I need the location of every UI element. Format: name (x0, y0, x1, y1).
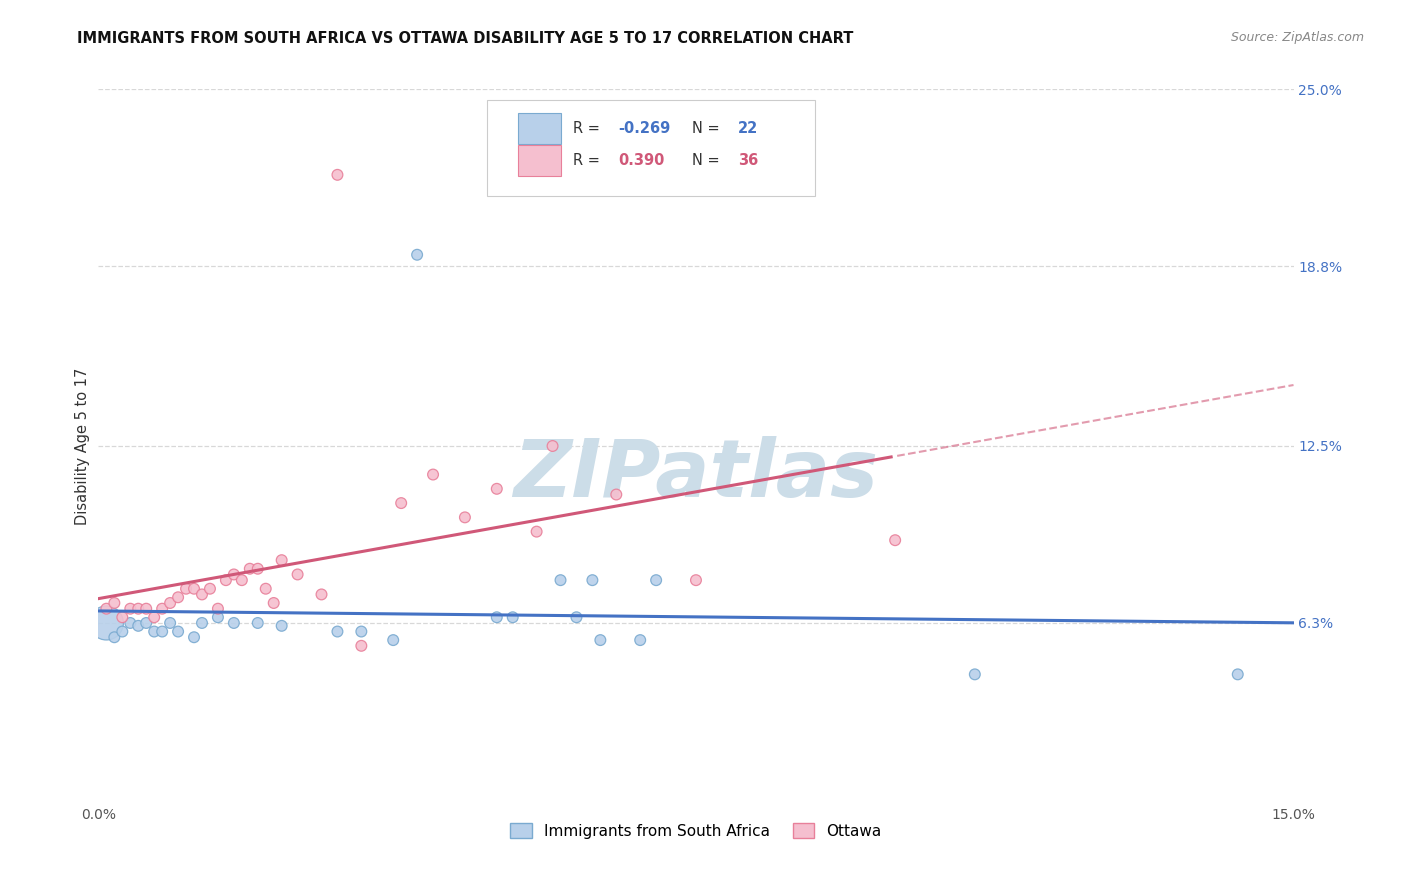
FancyBboxPatch shape (517, 145, 561, 177)
Point (565, 610, 588, 624)
Point (422, 467, 444, 482)
Point (127, 601, 149, 615)
Text: IMMIGRANTS FROM SOUTH AFRICA VS OTTAWA DISABILITY AGE 5 TO 17 CORRELATION CHART: IMMIGRANTS FROM SOUTH AFRICA VS OTTAWA D… (77, 31, 853, 46)
Point (485, 610, 508, 624)
Point (103, 596, 125, 610)
Point (222, 567, 245, 582)
Point (350, 624, 373, 639)
Point (143, 610, 166, 624)
Point (263, 596, 285, 610)
Point (120, 615, 142, 630)
Point (183, 582, 205, 596)
Point (454, 510, 477, 524)
Point (103, 630, 125, 644)
Legend: Immigrants from South Africa, Ottawa: Immigrants from South Africa, Ottawa (505, 817, 887, 845)
Point (389, 496, 412, 510)
Point (207, 601, 229, 615)
Point (628, 633, 651, 648)
Text: R =: R = (572, 121, 605, 136)
Y-axis label: Disability Age 5 to 17: Disability Age 5 to 17 (75, 368, 90, 524)
Point (581, 573, 603, 587)
Point (96, 601, 118, 615)
Point (645, 573, 668, 587)
Point (270, 553, 292, 567)
Point (215, 573, 238, 587)
Point (96, 615, 118, 630)
Point (150, 601, 173, 615)
Point (526, 524, 548, 539)
Text: N =: N = (692, 121, 724, 136)
Text: Source: ZipAtlas.com: Source: ZipAtlas.com (1230, 31, 1364, 45)
Point (191, 587, 214, 601)
Point (254, 582, 277, 596)
Point (167, 591, 190, 605)
Point (167, 624, 190, 639)
Text: 36: 36 (738, 153, 758, 168)
Point (159, 596, 181, 610)
Point (589, 633, 612, 648)
Point (382, 633, 405, 648)
Point (191, 615, 214, 630)
Point (246, 562, 269, 576)
Point (550, 573, 572, 587)
Point (207, 610, 229, 624)
Point (605, 487, 627, 501)
Point (111, 610, 134, 624)
Point (884, 533, 907, 548)
Point (231, 573, 253, 587)
Point (183, 630, 205, 644)
Point (326, 624, 349, 639)
Point (127, 619, 149, 633)
Point (222, 615, 245, 630)
Point (287, 567, 309, 582)
Point (135, 601, 157, 615)
FancyBboxPatch shape (486, 100, 815, 196)
Point (963, 667, 986, 681)
Point (311, 587, 333, 601)
Point (111, 624, 134, 639)
Text: 22: 22 (738, 121, 758, 136)
Point (485, 482, 508, 496)
Point (120, 601, 142, 615)
Point (246, 615, 269, 630)
Point (150, 624, 173, 639)
Point (326, 168, 349, 182)
Point (174, 582, 197, 596)
Point (143, 624, 166, 639)
Text: ZIPatlas: ZIPatlas (513, 435, 879, 514)
Text: -0.269: -0.269 (619, 121, 671, 136)
Point (159, 615, 181, 630)
Point (502, 610, 524, 624)
Point (135, 615, 157, 630)
Point (270, 619, 292, 633)
Point (198, 582, 221, 596)
Point (541, 439, 564, 453)
Point (685, 573, 707, 587)
FancyBboxPatch shape (517, 112, 561, 145)
Text: R =: R = (572, 153, 609, 168)
Point (1226, 667, 1249, 681)
Point (406, 248, 429, 262)
Text: N =: N = (692, 153, 724, 168)
Point (239, 562, 262, 576)
Text: 0.390: 0.390 (619, 153, 665, 168)
Point (350, 639, 373, 653)
